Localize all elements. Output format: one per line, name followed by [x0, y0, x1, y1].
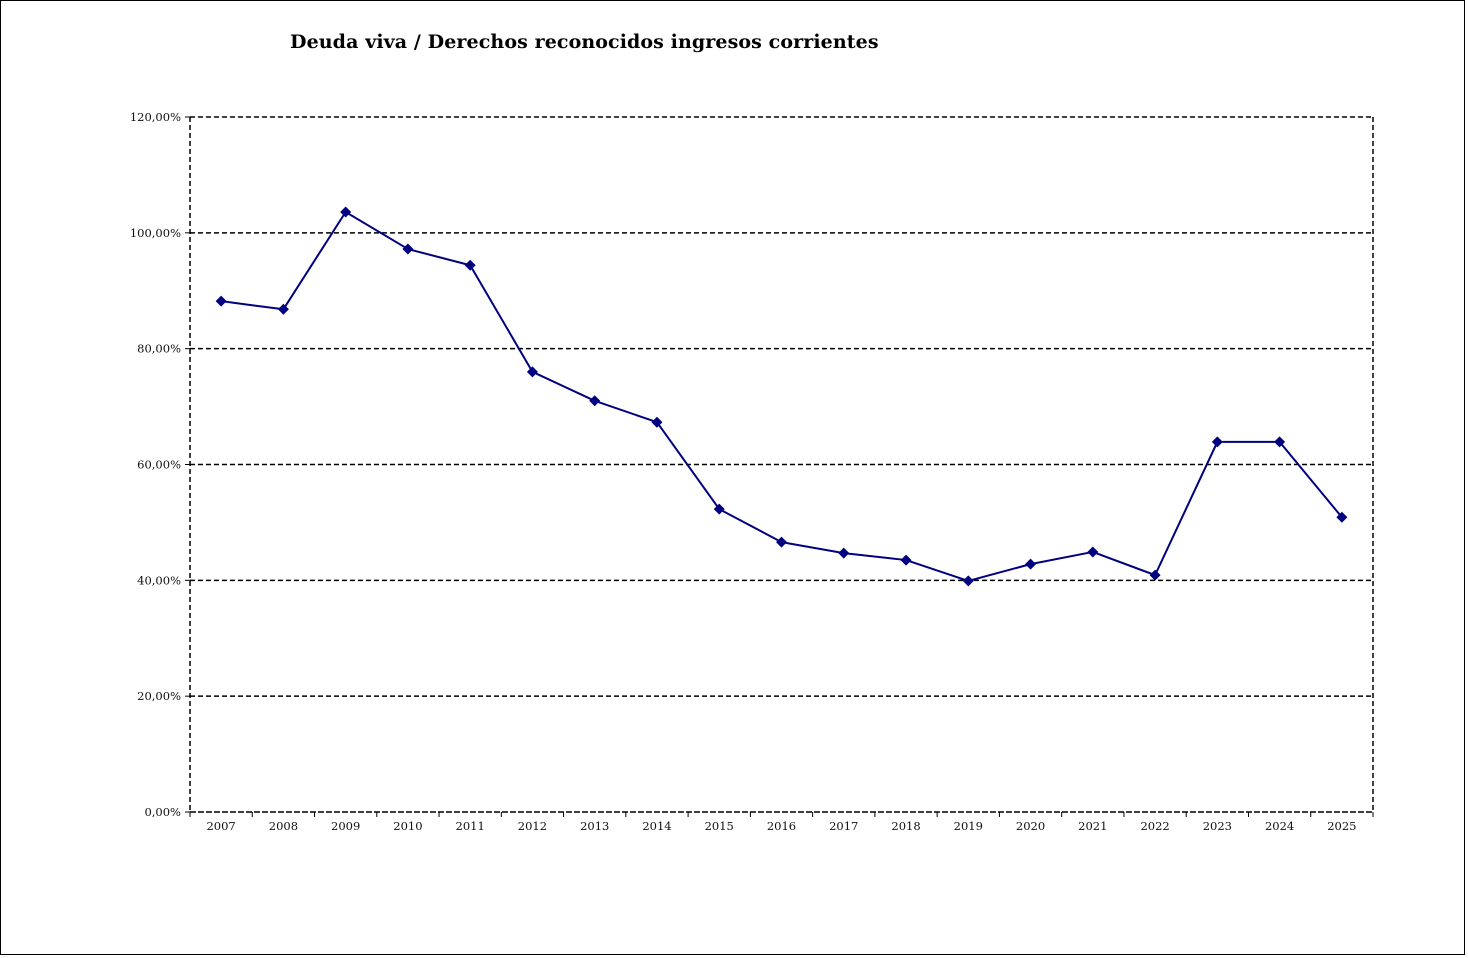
- x-axis-ticks: 2007 2008 2009 2010 2011 2012 2013 2014 2015 2016…: [189, 812, 1374, 833]
- y-tick-label: 20,00%: [137, 689, 181, 703]
- diamond-marker: [526, 366, 538, 378]
- x-tick-label: 2012: [518, 819, 547, 833]
- chart-title: Deuda viva / Derechos reconocidos ingres…: [290, 31, 879, 53]
- diamond-marker: [838, 547, 850, 559]
- diamond-marker: [900, 554, 912, 566]
- diamond-marker: [464, 259, 476, 271]
- x-tick-label: 2013: [580, 819, 609, 833]
- x-tick-label: 2020: [1016, 819, 1045, 833]
- x-tick-label: 2024: [1265, 819, 1294, 833]
- diamond-marker: [1025, 558, 1037, 570]
- diamond-marker: [402, 243, 414, 255]
- x-tick-label: 2009: [331, 819, 360, 833]
- diamond-marker: [1336, 511, 1348, 523]
- x-tick-label: 2018: [891, 819, 920, 833]
- x-tick-label: 2023: [1203, 819, 1232, 833]
- x-tick-label: 2011: [456, 819, 485, 833]
- y-tick-label: 0,00%: [144, 805, 181, 819]
- y-axis-ticks: 0,00% 20,00% 40,00% 60,00% 80,00% 100,00% 120,…: [130, 110, 190, 819]
- diamond-marker: [277, 303, 289, 315]
- diamond-marker: [340, 206, 352, 218]
- x-tick-label: 2010: [393, 819, 422, 833]
- diamond-marker: [1274, 436, 1286, 448]
- diamond-marker: [962, 575, 974, 587]
- y-tick-label: 40,00%: [137, 573, 181, 587]
- x-tick-label: 2022: [1140, 819, 1169, 833]
- diamond-marker: [589, 395, 601, 407]
- x-tick-label: 2019: [954, 819, 983, 833]
- diamond-marker: [776, 536, 787, 548]
- diamond-marker: [215, 295, 227, 307]
- x-tick-label: 2016: [767, 819, 796, 833]
- diamond-marker: [713, 503, 725, 515]
- x-tick-label: 2015: [705, 819, 734, 833]
- diamond-marker: [651, 416, 663, 428]
- x-tick-label: 2017: [829, 819, 858, 833]
- x-tick-label: 2007: [206, 819, 235, 833]
- x-tick-label: 2021: [1078, 819, 1107, 833]
- diamond-marker: [1211, 436, 1223, 448]
- diamond-marker: [1149, 569, 1161, 581]
- data-series: [215, 206, 1348, 587]
- x-tick-label: 2014: [642, 819, 671, 833]
- y-tick-label: 120,00%: [130, 110, 181, 124]
- diamond-marker: [1087, 546, 1099, 558]
- gridlines: [190, 116, 1373, 697]
- y-tick-label: 80,00%: [137, 342, 181, 356]
- y-tick-label: 60,00%: [137, 458, 181, 472]
- x-tick-label: 2025: [1327, 819, 1356, 833]
- x-tick-label: 2008: [269, 819, 298, 833]
- y-tick-label: 100,00%: [130, 226, 181, 240]
- series-line: [221, 210, 1343, 582]
